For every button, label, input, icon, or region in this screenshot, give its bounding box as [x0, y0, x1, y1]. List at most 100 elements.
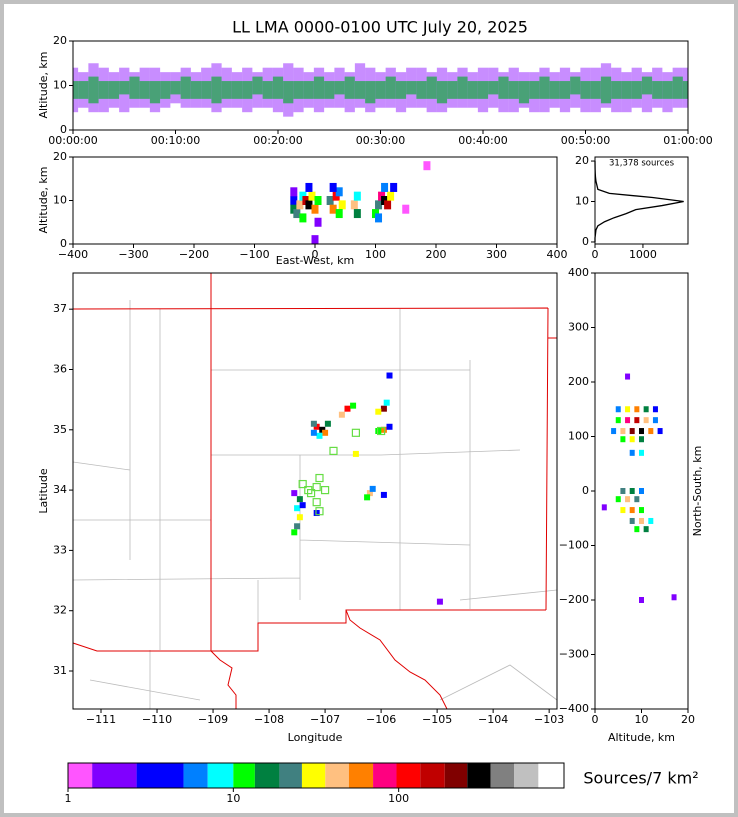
altitude-core	[160, 81, 171, 99]
source-cell	[657, 428, 663, 435]
colorbar-segment	[420, 763, 445, 788]
source-cell	[326, 196, 334, 205]
x-tick-label: −108	[254, 713, 284, 726]
source-cell	[324, 420, 331, 427]
source-cell	[366, 490, 373, 497]
station	[351, 428, 360, 437]
source-cell	[634, 526, 640, 533]
source-cell	[639, 436, 644, 443]
source-cell	[615, 496, 621, 503]
source-cell	[375, 213, 383, 223]
y-tick-label: 20	[575, 154, 589, 167]
altitude-core	[529, 81, 540, 99]
source-cell	[311, 235, 319, 245]
altitude-core	[344, 76, 355, 99]
source-cell	[639, 597, 644, 603]
source-cell	[353, 209, 361, 219]
source-cell	[319, 426, 326, 433]
altitude-core	[611, 81, 622, 99]
altitude-core	[590, 81, 601, 99]
x-tick-label: 00:10:00	[151, 134, 200, 147]
source-cell	[294, 523, 301, 530]
x-tick-label: −103	[534, 713, 564, 726]
source-cell	[639, 507, 644, 514]
source-cell	[335, 209, 343, 219]
y-tick-label: 100	[568, 430, 589, 443]
colorbar-segment	[233, 763, 255, 788]
colorbar-segment	[92, 763, 137, 788]
county-lines	[72, 300, 558, 709]
source-cell	[671, 594, 677, 601]
x-axis-label: Longitude	[288, 731, 343, 744]
source-cell	[629, 517, 635, 524]
altitude-core	[293, 81, 304, 99]
station	[377, 426, 386, 436]
source-cell	[625, 373, 631, 380]
altitude-core	[662, 81, 673, 99]
source-cell	[291, 490, 298, 497]
source-cell	[314, 217, 322, 227]
x-tick-label: 00:50:00	[561, 134, 610, 147]
y-tick-label: 10	[53, 194, 67, 207]
altitude-core	[436, 81, 448, 104]
altitude-core	[201, 81, 212, 99]
source-cell	[375, 200, 383, 210]
source-cell	[322, 429, 329, 436]
altitude-core	[170, 81, 181, 95]
x-tick-label: −106	[366, 713, 396, 726]
y-tick-label: −300	[559, 648, 589, 661]
x-axis-label: East-West, km	[276, 254, 354, 267]
altitude-core	[477, 81, 489, 99]
colorbar-segment	[444, 763, 468, 788]
source-cell	[620, 488, 626, 494]
altitude-core	[129, 76, 140, 99]
source-cell	[634, 406, 640, 413]
source-cell	[639, 488, 644, 494]
colorbar-label: Sources/7 km²	[583, 769, 698, 788]
altitude-core	[447, 81, 458, 99]
x-tick-label: −300	[118, 248, 148, 261]
x-tick-label: 10	[226, 792, 240, 805]
source-cell	[329, 182, 337, 192]
source-cell	[313, 423, 320, 430]
y-tick-label: 37	[53, 302, 67, 315]
source-cell	[629, 449, 635, 456]
source-cell	[423, 161, 431, 171]
altitude-core	[457, 76, 468, 99]
source-cell	[625, 417, 631, 424]
y-tick-label: 0	[60, 123, 67, 136]
x-tick-label: −105	[422, 713, 452, 726]
source-cell	[294, 505, 301, 512]
altitude-core	[231, 81, 243, 99]
altitude-core	[395, 81, 407, 99]
plot-frame	[594, 156, 689, 245]
x-tick-label: 10	[635, 713, 649, 726]
altitude-core	[139, 81, 150, 99]
figure-title: LL LMA 0000-0100 UTC July 20, 2025	[232, 18, 528, 37]
source-cell	[335, 187, 343, 197]
source-cell	[353, 191, 361, 201]
altitude-core	[375, 81, 386, 99]
source-cell	[402, 204, 410, 214]
station	[329, 446, 338, 455]
colorbar-segment	[254, 763, 280, 788]
source-cell	[639, 517, 644, 524]
altitude-core	[570, 76, 581, 95]
colorbar-segment	[279, 763, 302, 788]
x-tick-label: 400	[547, 248, 568, 261]
station	[312, 498, 321, 507]
x-tick-label: 00:40:00	[458, 134, 507, 147]
source-cell	[381, 182, 389, 192]
y-tick-label: 33	[53, 543, 67, 556]
x-tick-label: 0	[592, 713, 599, 726]
x-tick-label: −107	[310, 713, 340, 726]
altitude-core	[262, 81, 273, 99]
station	[320, 485, 330, 495]
source-cell	[296, 200, 304, 210]
altitude-core	[467, 81, 478, 99]
source-cell	[350, 402, 357, 409]
source-cell	[639, 449, 644, 456]
x-tick-label: 200	[426, 248, 447, 261]
source-cell	[620, 507, 626, 514]
